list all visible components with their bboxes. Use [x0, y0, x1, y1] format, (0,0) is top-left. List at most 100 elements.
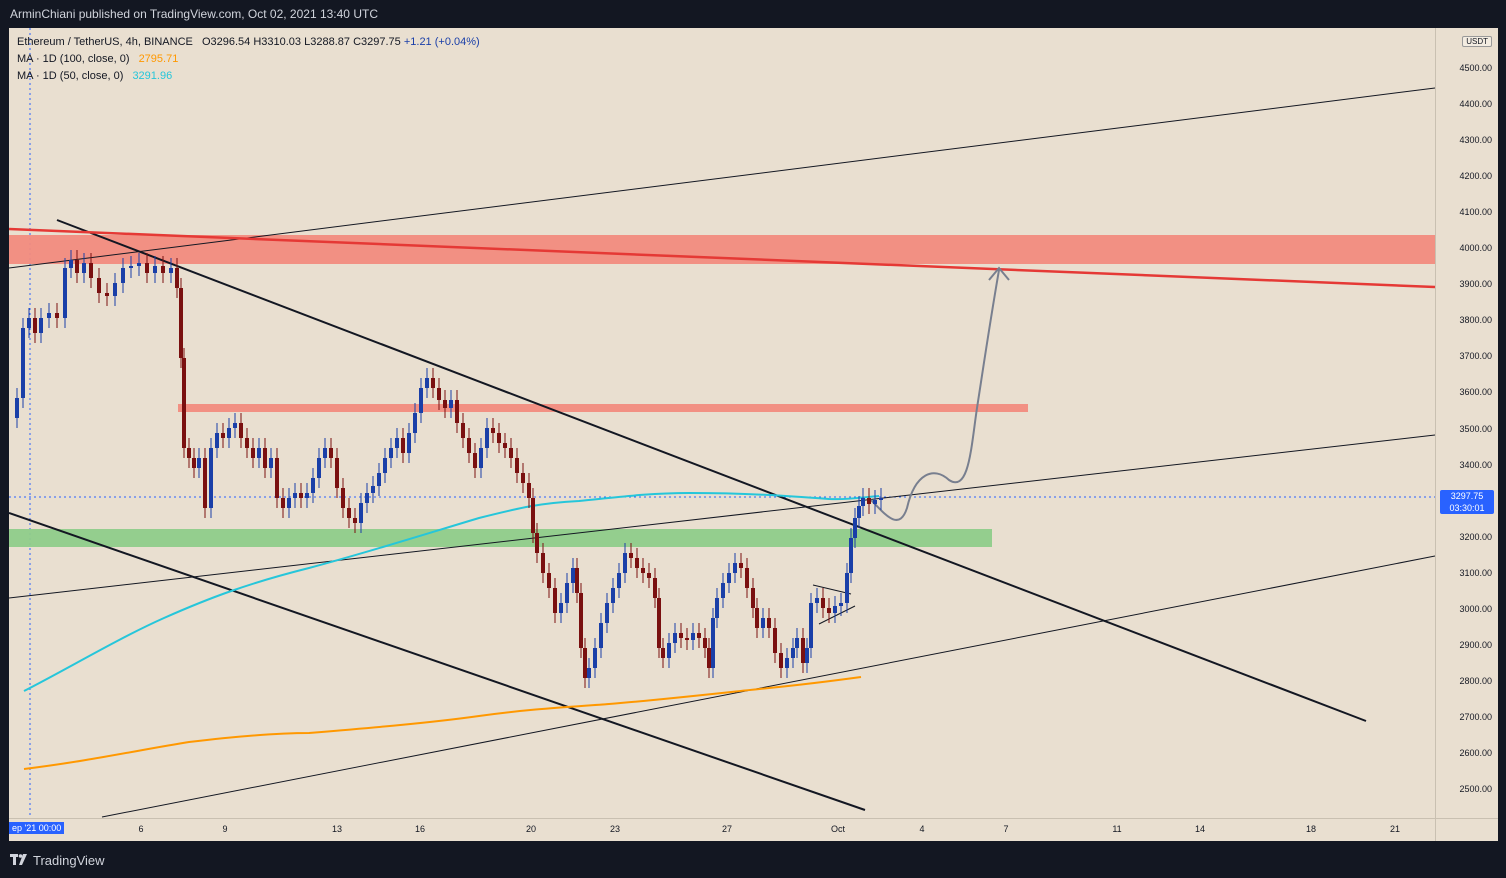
candle-body [715, 598, 719, 618]
candle-body [299, 493, 303, 498]
candle-body [629, 553, 633, 558]
candle-body [541, 553, 545, 573]
time-cursor-label: ep '21 00:00 [9, 822, 65, 834]
footer-brand[interactable]: TradingView [33, 853, 105, 868]
price-axis[interactable]: USDT 4500.00 4400.00 4300.00 4200.00 4100.00… [1435, 28, 1498, 818]
candle-body [605, 603, 609, 623]
currency-badge[interactable]: USDT [1462, 36, 1492, 47]
price-label: 4200.00 [1459, 171, 1492, 182]
legend-ma100-value: 2795.71 [138, 53, 179, 65]
tradingview-logo-icon[interactable] [10, 854, 30, 866]
candle-body [873, 500, 877, 504]
price-label: 3500.00 [1459, 423, 1492, 434]
candle-body [27, 318, 31, 328]
candle-body [509, 448, 513, 458]
candle-body [443, 400, 447, 408]
candle-body [751, 588, 755, 608]
publish-header: ArminChiani published on TradingView.com… [0, 0, 1506, 28]
candle-body [251, 448, 255, 458]
time-tick-label: 20 [525, 824, 537, 834]
candle-body [239, 423, 243, 438]
candle-body [187, 448, 191, 458]
candle-body [63, 268, 67, 318]
candle-body [795, 638, 799, 648]
legend-open: O3296.54 [201, 36, 251, 48]
candle-body [335, 458, 339, 488]
candle-body [593, 648, 597, 668]
candle-body [857, 506, 861, 518]
chart-legend: Ethereum / TetherUS, 4h, BINANCE O3296.5… [17, 34, 480, 85]
candle-body [801, 638, 805, 663]
candle-body [377, 473, 381, 486]
time-tick-label: 7 [1003, 824, 1009, 834]
candle-body [281, 498, 285, 508]
candle-body [805, 648, 809, 663]
candle-body [449, 400, 453, 408]
candle-body [145, 263, 149, 273]
time-tick-label: 13 [331, 824, 343, 834]
candle-body [169, 268, 173, 273]
legend-ma50-value: 3291.96 [132, 70, 173, 82]
candle-body [703, 638, 707, 648]
price-label: 2800.00 [1459, 675, 1492, 686]
candle-body [761, 618, 765, 628]
candle-body [389, 448, 393, 458]
legend-ma50-row[interactable]: MA · 1D (50, close, 0) 3291.96 [17, 68, 480, 85]
candle-body [867, 498, 871, 504]
candle-body [401, 438, 405, 453]
candle-body [82, 263, 86, 273]
candle-body [853, 518, 857, 538]
candle-body [407, 433, 411, 453]
candle-body [815, 598, 819, 603]
candle-body [33, 318, 37, 333]
resistance-zone-upper [9, 235, 1435, 264]
candle-body [779, 653, 783, 668]
candle-body [209, 448, 213, 508]
legend-close: C3297.75 [353, 36, 401, 48]
candle-body [773, 628, 777, 653]
candle-body [197, 458, 201, 468]
time-tick-label: Oct [830, 824, 846, 834]
price-label: 3200.00 [1459, 531, 1492, 542]
current-price-value: 3297.75 [1450, 491, 1484, 501]
candle-body [341, 488, 345, 508]
time-axis[interactable]: ep '21 00:00 6 9 13 16 20 23 27 Oct 4 7 11 14 18 21 [9, 818, 1435, 841]
legend-high: H3310.03 [253, 36, 302, 48]
legend-symbol-row[interactable]: Ethereum / TetherUS, 4h, BINANCE O3296.5… [17, 34, 480, 51]
triangle-bottom-line [818, 605, 856, 625]
candle-body [473, 453, 477, 468]
candle-body [617, 573, 621, 588]
candle-body [821, 598, 825, 608]
candle-body [121, 268, 125, 283]
candle-body [419, 388, 423, 413]
legend-symbol: Ethereum / TetherUS, 4h, BINANCE [17, 36, 193, 48]
ma50-line [23, 491, 880, 692]
price-label: 3400.00 [1459, 459, 1492, 470]
candle-body [161, 266, 165, 273]
axis-corner [1435, 818, 1498, 841]
candle-body [575, 568, 579, 593]
candle-body [497, 433, 501, 443]
price-label: 3100.00 [1459, 567, 1492, 578]
candle-body [371, 486, 375, 493]
price-label: 2500.00 [1459, 784, 1492, 794]
time-tick-label: 14 [1194, 824, 1206, 834]
candle-body [221, 433, 225, 438]
chart-pane[interactable]: Ethereum / TetherUS, 4h, BINANCE O3296.5… [9, 28, 1435, 818]
candle-body [833, 606, 837, 613]
legend-ma100-row[interactable]: MA · 1D (100, close, 0) 2795.71 [17, 51, 480, 68]
time-tick-label: 18 [1305, 824, 1317, 834]
chart-svg[interactable] [9, 28, 1435, 818]
candle-body [599, 623, 603, 648]
candle-body [467, 438, 471, 453]
legend-change: +1.21 (+0.04%) [403, 36, 480, 48]
time-tick-label: 27 [721, 824, 733, 834]
time-tick-label: 21 [1389, 824, 1401, 834]
candle-body [179, 288, 183, 358]
price-label: 3700.00 [1459, 351, 1492, 362]
candle-body [571, 568, 575, 583]
time-tick-label: 23 [609, 824, 621, 834]
candle-body [21, 328, 25, 398]
support-zone [9, 529, 992, 547]
candle-body [879, 498, 883, 500]
